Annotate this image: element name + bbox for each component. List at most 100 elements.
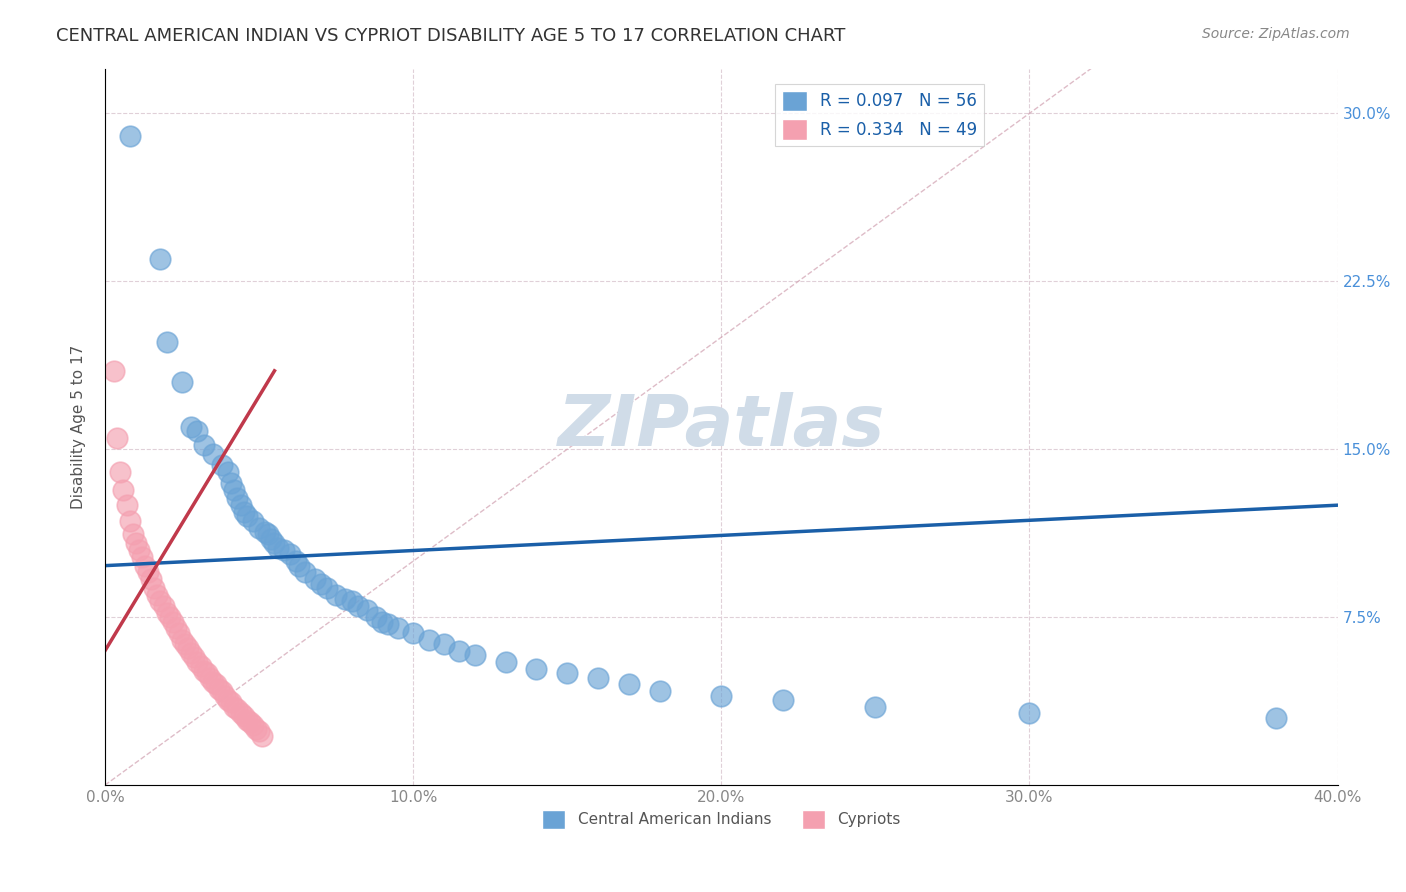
Point — [183, 650, 205, 665]
Point — [257, 527, 280, 541]
Point — [449, 644, 471, 658]
Point — [239, 715, 262, 730]
Point — [221, 695, 243, 709]
Point — [141, 572, 163, 586]
Point — [190, 659, 212, 673]
Point — [366, 610, 388, 624]
Y-axis label: Disability Age 5 to 17: Disability Age 5 to 17 — [72, 344, 86, 509]
Point — [495, 655, 517, 669]
Point — [371, 615, 394, 629]
Point — [648, 684, 671, 698]
Point — [710, 689, 733, 703]
Point — [121, 527, 143, 541]
Point — [195, 666, 218, 681]
Point — [309, 576, 332, 591]
Point — [224, 483, 246, 497]
Point — [165, 621, 187, 635]
Point — [167, 625, 190, 640]
Point — [198, 671, 221, 685]
Point — [232, 708, 254, 723]
Point — [232, 505, 254, 519]
Point — [211, 458, 233, 472]
Point — [217, 693, 239, 707]
Point — [315, 581, 337, 595]
Point — [304, 572, 326, 586]
Point — [242, 514, 264, 528]
Point — [149, 252, 172, 266]
Point — [110, 465, 132, 479]
Point — [201, 447, 224, 461]
Point — [325, 588, 347, 602]
Point — [208, 681, 231, 696]
Point — [174, 637, 197, 651]
Point — [278, 548, 301, 562]
Text: Source: ZipAtlas.com: Source: ZipAtlas.com — [1202, 27, 1350, 41]
Point — [180, 419, 202, 434]
Point — [115, 498, 138, 512]
Point — [1265, 711, 1288, 725]
Point — [229, 706, 252, 721]
Legend: Central American Indians, Cypriots: Central American Indians, Cypriots — [536, 804, 907, 835]
Point — [205, 677, 228, 691]
Point — [247, 520, 270, 534]
Point — [159, 610, 181, 624]
Point — [131, 549, 153, 564]
Text: CENTRAL AMERICAN INDIAN VS CYPRIOT DISABILITY AGE 5 TO 17 CORRELATION CHART: CENTRAL AMERICAN INDIAN VS CYPRIOT DISAB… — [56, 27, 845, 45]
Point — [402, 625, 425, 640]
Point — [112, 483, 135, 497]
Point — [125, 536, 148, 550]
Point — [177, 641, 200, 656]
Point — [186, 655, 208, 669]
Point — [294, 566, 316, 580]
Point — [266, 541, 288, 555]
Point — [617, 677, 640, 691]
Point — [418, 632, 440, 647]
Point — [193, 664, 215, 678]
Point — [214, 689, 236, 703]
Point — [152, 599, 174, 613]
Point — [211, 684, 233, 698]
Point — [235, 509, 257, 524]
Point — [224, 699, 246, 714]
Point — [146, 588, 169, 602]
Point — [263, 536, 285, 550]
Point — [346, 599, 368, 613]
Point — [221, 475, 243, 490]
Point — [356, 603, 378, 617]
Point — [433, 637, 456, 651]
Point — [285, 554, 308, 568]
Point — [226, 491, 249, 506]
Point — [254, 524, 277, 539]
Point — [217, 465, 239, 479]
Point — [288, 558, 311, 573]
Point — [377, 616, 399, 631]
Point — [118, 128, 141, 143]
Point — [340, 594, 363, 608]
Point — [250, 729, 273, 743]
Point — [772, 693, 794, 707]
Point — [118, 514, 141, 528]
Point — [526, 662, 548, 676]
Point — [235, 713, 257, 727]
Point — [335, 592, 357, 607]
Point — [156, 334, 179, 349]
Point — [170, 375, 193, 389]
Point — [201, 675, 224, 690]
Point — [865, 699, 887, 714]
Point — [193, 438, 215, 452]
Point — [103, 364, 125, 378]
Point — [128, 543, 150, 558]
Point — [226, 702, 249, 716]
Point — [555, 666, 578, 681]
Point — [1018, 706, 1040, 721]
Point — [260, 532, 283, 546]
Point — [105, 431, 128, 445]
Point — [162, 615, 184, 629]
Point — [242, 717, 264, 731]
Point — [143, 581, 166, 595]
Point — [180, 646, 202, 660]
Point — [134, 558, 156, 573]
Point — [156, 606, 179, 620]
Point — [136, 566, 159, 580]
Point — [273, 543, 295, 558]
